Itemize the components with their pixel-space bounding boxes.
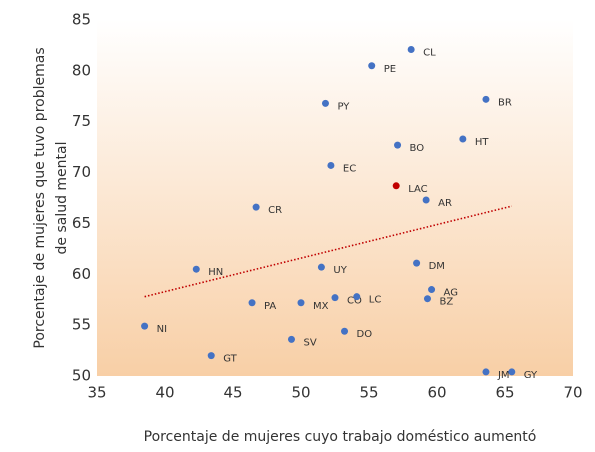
y-tick-label: 70 [72,163,91,181]
point [341,327,349,335]
y-tick-label: 55 [72,316,91,334]
point-label: CO [347,296,362,307]
plot-area [97,20,573,376]
point-label: PE [384,64,396,75]
point-label: AG [444,288,458,299]
x-tick-label: 70 [563,384,582,402]
y-tick-label: 50 [72,367,91,385]
point [321,99,329,107]
point [331,294,339,302]
point-label: AR [438,198,452,209]
point-label: HT [475,137,490,148]
point [422,196,430,204]
point [459,135,467,143]
y-tick-label: 80 [72,61,91,79]
y-axis-label: Porcentaje de mujeres que tuvo problemas [32,47,48,348]
point [287,335,295,343]
point-label: BZ [439,297,453,308]
point-label: LC [369,295,382,306]
y-tick-label: 65 [72,214,91,232]
x-tick-label: 45 [223,384,242,402]
y-tick-label: 60 [72,265,91,283]
x-tick-label: 65 [495,384,514,402]
point [508,368,516,376]
x-axis-label: Porcentaje de mujeres cuyo trabajo domés… [144,429,537,445]
point-label: PY [337,101,350,112]
y-tick-label: 85 [72,11,91,29]
point-label: DM [429,261,445,272]
point [248,299,256,307]
point-label: HN [208,267,223,278]
point [353,293,361,301]
point-label: NI [157,324,167,335]
point-label: GT [223,354,237,365]
point-label: BO [410,143,425,154]
point [413,259,421,267]
x-tick-label: 50 [291,384,310,402]
point-label: PA [264,301,276,312]
x-tick-label: 35 [87,384,106,402]
point-label: UY [333,265,347,276]
y-tick-label: 75 [72,112,91,130]
point [423,295,431,303]
point-label: LAC [408,184,427,195]
point [407,45,415,53]
y-axis-label: de salud mental [54,141,70,254]
point-label: SV [303,337,316,348]
point-label: EC [343,163,356,174]
trendline [144,205,512,298]
point [252,203,260,211]
point-label: DO [357,329,373,340]
point [207,352,215,360]
point-label: CL [423,47,436,58]
point-label: BR [498,97,512,108]
x-tick-label: 60 [427,384,446,402]
point [327,161,335,169]
point [482,368,490,376]
x-tick-label: 40 [155,384,174,402]
x-tick-label: 55 [359,384,378,402]
point-label: JM [497,370,510,381]
point [482,95,490,103]
point [317,263,325,271]
point [141,322,149,330]
point-label: MX [313,301,329,312]
point [297,299,305,307]
point [192,265,200,273]
point [368,62,376,70]
point-label: CR [268,205,282,216]
point [428,286,436,294]
point [392,182,400,190]
point-label: GY [524,370,538,381]
point [394,141,402,149]
